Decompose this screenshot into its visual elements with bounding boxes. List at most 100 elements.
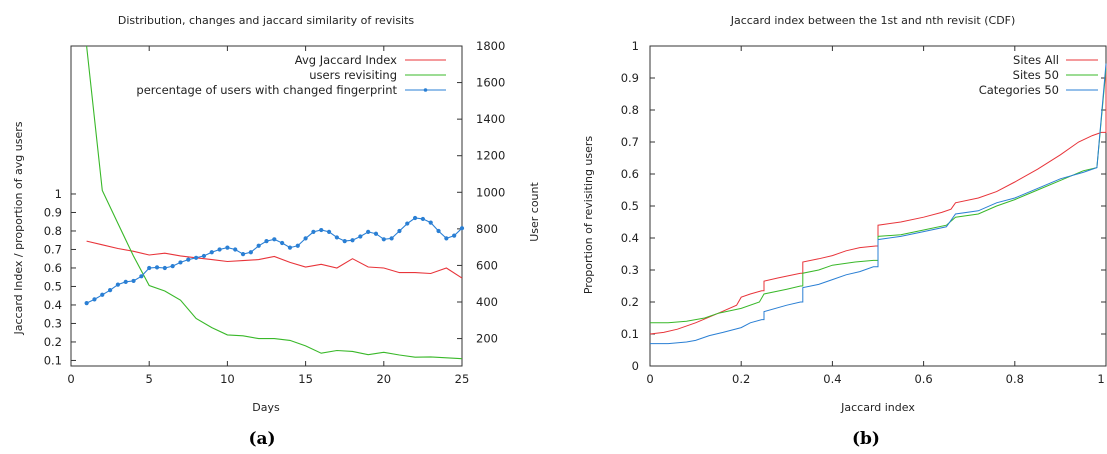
chart-a-y2tick-label: 400 [476, 295, 498, 309]
chart-a-series-point [178, 260, 183, 265]
chart-b-title: Jaccard index between the 1st and nth re… [730, 14, 1016, 27]
chart-a-ytick-label: 0.2 [44, 335, 62, 349]
chart-a-series-point [115, 282, 121, 287]
chart-a-ytick-label: 0.4 [44, 298, 62, 312]
chart-a-xtick-label: 20 [376, 372, 391, 386]
chart-a-y2tick-label: 600 [476, 258, 498, 272]
chart-a-series-point [381, 237, 386, 242]
chart-b-ytick-label: 0.8 [621, 103, 639, 117]
chart-a-series-point [162, 265, 167, 271]
chart-a-legend: Avg Jaccard Index users revisiting perce… [136, 53, 446, 97]
chart-a-series-point [350, 238, 355, 243]
legend-a-label-1: users revisiting [309, 68, 397, 82]
chart-a-y2tick-label: 800 [476, 222, 498, 236]
chart-a-series-point [319, 227, 324, 233]
chart-a-y2tick-label: 1600 [476, 76, 505, 90]
legend-b-label-0: Sites All [1013, 53, 1059, 67]
chart-a-ytick-label: 0.1 [44, 353, 62, 367]
chart-a-ytick-label: 0.9 [44, 205, 62, 219]
chart-a-series-point [209, 250, 214, 255]
chart-b-ytick-label: 0.1 [621, 327, 639, 341]
chart-a-series-point [217, 247, 222, 252]
chart-a-series-line-1 [86, 45, 463, 360]
chart-a-y2tick-label: 200 [476, 332, 498, 346]
chart-a-ytick-label: 0.6 [44, 261, 62, 275]
chart-a-y2tick-label: 1800 [476, 39, 505, 53]
chart-a-series-point [256, 243, 261, 248]
chart-a-series-point [280, 240, 285, 246]
chart-a-ylabel: Jaccard Index / proportion of avg users [12, 121, 25, 335]
chart-a-series-point [420, 216, 425, 222]
chart-a-series-point [233, 247, 238, 252]
chart-a-series-point [326, 229, 332, 234]
chart-a-series-point [186, 257, 191, 262]
chart-b-xtick-label: 0.6 [914, 372, 932, 386]
chart-a-series-point [248, 250, 253, 255]
chart-a-series-point [397, 228, 402, 234]
chart-a-ytick-label: 0.7 [44, 242, 62, 256]
chart-b-series-line-1 [650, 68, 1107, 324]
chart-a-y2label: User count [528, 182, 541, 242]
chart-a-series-line-2 [86, 217, 463, 304]
chart-a-y2tick-label: 1000 [476, 185, 505, 199]
chart-a-series-point [84, 301, 89, 306]
legend-a-label-0: Avg Jaccard Index [295, 53, 397, 67]
chart-a-xlabel: Days [252, 401, 280, 414]
chart-b-ytick-label: 0.2 [621, 295, 639, 309]
chart-a-series-point [131, 278, 136, 284]
chart-a-ytick-label: 1 [55, 187, 62, 201]
chart-b-ytick-label: 0 [632, 359, 639, 373]
legend-a-label-2: percentage of users with changed fingerp… [136, 83, 397, 97]
chart-a-y2tick-label: 1200 [476, 149, 505, 163]
chart-a-series-point [201, 253, 207, 259]
chart-a-ytick-label: 0.3 [44, 316, 62, 330]
chart-b-ytick-label: 0.5 [621, 199, 639, 213]
legend-b-label-1: Sites 50 [1013, 68, 1059, 82]
chart-a-series-point [459, 226, 465, 231]
chart-a-series-point [287, 245, 293, 250]
chart-a-series-point [334, 235, 339, 240]
chart-b-xlabel: Jaccard index [840, 401, 915, 414]
chart-a-series-point [366, 229, 371, 234]
chart-a-xtick-label: 0 [67, 372, 74, 386]
chart-a-xtick-label: 5 [146, 372, 153, 386]
chart-b-series-line-0 [649, 65, 1107, 335]
chart-a-series-point [100, 292, 105, 297]
chart-a-series-point [311, 229, 316, 234]
chart-a-series-point [92, 297, 97, 302]
chart-b-ytick-label: 0.4 [621, 231, 639, 245]
chart-a-series-point [194, 255, 199, 260]
chart-a-series-point [170, 264, 175, 269]
chart-a-xtick-label: 25 [455, 372, 470, 386]
chart-a-series-point [452, 233, 457, 238]
chart-a-series-point [373, 231, 379, 236]
chart-b: Jaccard index between the 1st and nth re… [582, 14, 1107, 449]
chart-b-ytick-label: 0.6 [621, 167, 639, 181]
chart-a-xtick-label: 10 [220, 372, 235, 386]
chart-a-ytick-label: 0.5 [44, 279, 62, 293]
chart-b-xtick-label: 1 [1097, 372, 1104, 386]
chart-b-xtick-label: 0.4 [823, 372, 841, 386]
chart-a-series-point [436, 228, 441, 234]
subcaption-a: (a) [248, 429, 275, 449]
chart-b-ylabel: Proportion of revisiting users [582, 136, 595, 295]
chart-a-series-point [139, 274, 144, 279]
chart-b-ytick-label: 0.7 [621, 135, 639, 149]
chart-b-series-line-2 [650, 63, 1107, 345]
chart-a-xtick-label: 15 [298, 372, 313, 386]
legend-a-marker-2 [423, 88, 428, 92]
chart-a-series-point [123, 279, 128, 284]
subcaption-b: (b) [852, 429, 880, 449]
chart-a-series-point [225, 245, 230, 250]
chart-b-legend: Sites All Sites 50 Categories 50 [979, 53, 1098, 97]
chart-b-ytick-label: 1 [632, 39, 639, 53]
chart-a-series-point [412, 215, 418, 221]
chart-a-series-point [108, 288, 113, 293]
chart-a-title: Distribution, changes and jaccard simila… [118, 14, 415, 27]
chart-b-xtick-label: 0.8 [1006, 372, 1024, 386]
chart-a: Distribution, changes and jaccard simila… [12, 14, 541, 449]
chart-a-series-line-0 [86, 240, 463, 279]
chart-a-series-point [342, 239, 347, 244]
chart-a-series-point [154, 265, 160, 270]
